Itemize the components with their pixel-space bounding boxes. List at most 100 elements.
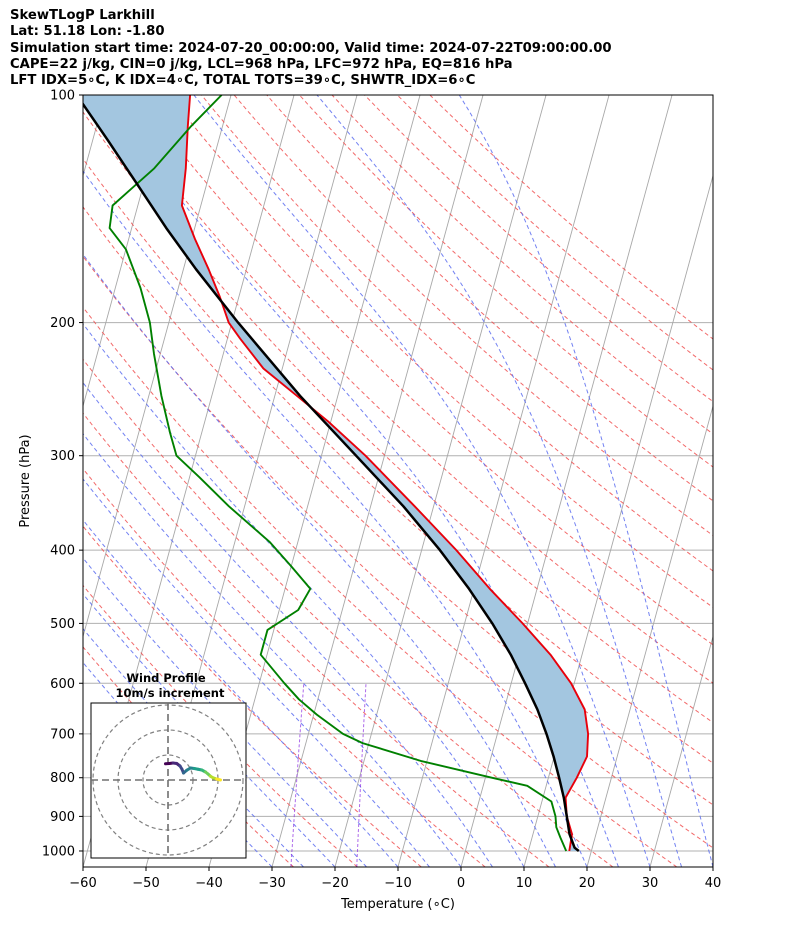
wind-barb-half-flag [740,820,742,826]
moist-adiabat-line [458,95,713,867]
wind-barb-flag [742,445,745,456]
wind-barb-flag [754,570,755,581]
mixing-ratio-line [356,683,367,867]
wind-barb-staff [712,321,713,323]
wind-barb-staff [712,796,713,798]
moist-adiabat-line [316,95,682,867]
wind-barb [713,416,758,427]
wind-barb [712,822,751,851]
wind-barb [712,776,713,778]
wind-barb-flag [745,807,747,818]
wind-barb-flag [754,150,755,161]
wind-barb-flag [755,308,757,319]
moist-adiabat-line [83,432,462,867]
wind-barb [712,532,751,551]
wind-barb-flag [744,836,745,847]
wind-barb-staff [712,755,713,757]
mixing-ratio-line [290,683,305,867]
isotherm-line [334,95,547,867]
hodograph-subtitle: 10m/s increment [116,686,225,700]
moist-adiabat-line [83,478,430,867]
wind-barb-flag [750,571,751,582]
y-tick-label: 200 [50,316,75,331]
y-tick-label: 500 [50,617,75,632]
x-tick-label: 30 [642,876,659,891]
moist-adiabat-line [83,381,493,867]
x-tick-label: −30 [258,876,285,891]
y-tick-label: 1000 [42,844,75,859]
wind-barb-staff [712,227,713,229]
x-tick-label: 0 [457,876,465,891]
x-tick-label: −40 [195,876,222,891]
wind-barb [712,264,757,279]
isotherm-line [649,634,713,867]
hodograph-trace-segment [215,777,222,782]
wind-barb-half-flag [744,799,745,805]
wind-barb-flag [749,822,751,833]
stability-indices: LFT IDX=5∘C, K IDX=4∘C, TOTAL TOTS=39∘C,… [10,73,476,89]
wind-barb-half-flag [742,814,743,820]
wind-barb-staff [712,588,713,589]
y-axis-label: Pressure (hPa) [18,434,33,527]
isotherm-line [776,95,794,867]
wind-barb-flag [742,350,745,361]
wind-barb-flag [751,492,753,503]
x-tick-label: 20 [579,876,596,891]
moist-adiabat-line [83,519,399,867]
wind-barb-staff [712,682,713,684]
wind-barb-flag [754,209,755,220]
wind-barb-flag [747,350,750,361]
x-tick-label: 10 [516,876,533,891]
chart-title: SkewTLogP Larkhill [10,8,155,23]
wind-barb-flag [746,265,748,276]
wind-barb-flag [755,264,757,275]
wind-barb-flag [748,835,749,846]
dry-adiabat-line [135,95,713,646]
wind-barb-flag [754,636,755,647]
isotherm-line [712,865,713,867]
wind-barb-flag [751,350,754,361]
wind-barb-staff [712,833,713,835]
dry-adiabat-line [266,95,713,502]
wind-barb-flag [750,532,751,543]
wind-barb-flag [751,385,754,396]
temperature-profile-line [180,95,590,852]
parcel-profile-line [83,101,580,852]
wind-barb-flag [754,738,755,749]
wind-barb [712,708,713,710]
wind-barb [712,796,713,798]
y-tick-label: 700 [50,727,75,742]
dry-adiabat-line [83,206,713,806]
isotherm-line [83,95,232,639]
wind-barb [712,308,757,323]
y-tick-label: 900 [50,810,75,825]
isotherm-line [397,95,610,867]
moist-adiabat-line [83,661,273,867]
isotherm-line [83,95,106,178]
wind-barb-flag [745,824,747,835]
wind-barb-staff [712,622,713,624]
cape-indices: CAPE=22 j/kg, CIN=0 j/kg, LCL=968 hPa, L… [10,56,513,72]
wind-barb-half-flag [742,270,743,276]
wind-barb-flag [746,211,747,222]
wind-barb [713,385,758,396]
wind-barb-staff [712,549,713,551]
isotherm-line [83,95,169,408]
dewpoint-profile-line [108,95,568,852]
dry-adiabat-line [168,95,713,609]
wind-barb-flag [755,719,757,730]
wind-barb-flag [747,385,750,396]
y-tick-label: 600 [50,677,75,692]
wind-barb-flag [751,308,753,319]
dry-adiabat-line [201,95,713,572]
wind-barb-flag [751,416,754,427]
wind-barb-staff [712,653,713,655]
simulation-times: Simulation start time: 2024-07-20_00:00:… [10,40,612,56]
wind-barb-flag [740,838,741,849]
wind-barb-staff [712,167,713,169]
wind-barb-flag [748,792,749,803]
wind-barb-staff [712,858,713,860]
wind-barb-flag [747,445,750,456]
isotherm-line [460,95,673,867]
